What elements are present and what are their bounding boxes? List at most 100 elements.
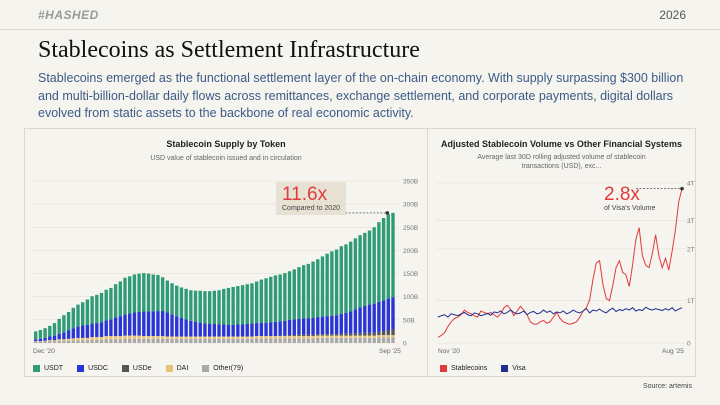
- bar-segment-usdt: [264, 278, 268, 323]
- bar-segment-other79: [245, 338, 249, 343]
- bar-segment-usdc: [287, 319, 292, 336]
- bar-segment-other79: [334, 337, 339, 343]
- bar-segment-other79: [85, 340, 90, 343]
- bar-segment-usdt: [348, 241, 353, 312]
- bar-segment-other79: [348, 337, 353, 343]
- legend-item-dai[interactable]: DAI: [165, 365, 188, 372]
- legend-item-stablecoins[interactable]: Stablecoins: [440, 365, 487, 372]
- annotation-dot: [680, 186, 684, 191]
- bar-segment-usdc: [320, 316, 325, 335]
- bar-segment-usdt: [283, 273, 287, 321]
- bar-segment-dai: [264, 336, 268, 339]
- supply-chart: 0 50B 100B 150B 200B 250B 300B 350B Dec '20 Sep '…: [31, 179, 418, 355]
- bar-segment-usdt: [175, 285, 179, 317]
- bar-segment-usdt: [43, 328, 47, 338]
- bar-segment-usdc: [372, 303, 376, 333]
- bar-segment-usdc: [301, 318, 306, 335]
- bar-segment-dai: [259, 336, 264, 339]
- legend-item-usde[interactable]: USDe: [121, 365, 152, 372]
- legend-label-stablecoins: Stablecoins: [451, 365, 488, 372]
- bar-segment-usdt: [231, 286, 235, 325]
- y-tick-label: 300B: [403, 202, 418, 209]
- bar-segment-dai: [109, 336, 113, 340]
- bar-segment-usdc: [386, 298, 390, 331]
- bar-segment-dai: [99, 336, 104, 340]
- bar-segment-usde: [353, 333, 358, 336]
- bar-segment-usdt: [151, 274, 155, 312]
- legend-item-visa[interactable]: Visa: [501, 365, 526, 372]
- legend-item-usdc[interactable]: USDC: [77, 365, 108, 372]
- bar-segment-usdc: [179, 318, 184, 337]
- bar-segment-usdc: [170, 314, 174, 337]
- bar-segment-other79: [95, 339, 99, 343]
- bar-segment-other79: [165, 338, 170, 343]
- year-label: 2026: [659, 8, 686, 22]
- bar-segment-dai: [273, 336, 278, 339]
- supply-callout: 11.6x Compared to 2020: [276, 182, 346, 215]
- bar-segment-usdt: [156, 274, 160, 312]
- bar-segment-dai: [283, 336, 287, 339]
- bar-segment-usdc: [391, 297, 395, 330]
- bar-segment-usdc: [273, 321, 278, 337]
- bar-segment-dai: [66, 338, 71, 341]
- bar-segment-usdt: [316, 259, 320, 318]
- bar-segment-usdt: [38, 330, 43, 339]
- bar-segment-usdc: [160, 311, 165, 337]
- bar-segment-dai: [353, 335, 358, 338]
- bar-segment-usdt: [76, 304, 80, 327]
- bar-segment-other79: [48, 341, 52, 343]
- bar-segment-usdc: [151, 311, 155, 337]
- legend-swatch-usdc: [77, 365, 85, 372]
- bar-segment-other79: [297, 338, 301, 343]
- bar-segment-other79: [316, 337, 320, 343]
- bar-segment-usdt: [34, 331, 38, 340]
- bar-segment-usdc: [81, 325, 85, 338]
- volume-chart-subtitle-2: transactions (USD), exc...: [521, 163, 602, 170]
- bar-segment-usdt: [377, 222, 381, 302]
- page-subtitle: Stablecoins emerged as the functional se…: [38, 71, 684, 120]
- bar-segment-usdt: [142, 273, 146, 312]
- bar-segment-dai: [297, 336, 301, 339]
- legend-item-usdt[interactable]: USDT: [33, 365, 63, 372]
- bar-segment-usdt: [198, 290, 202, 323]
- bar-segment-usdt: [184, 288, 188, 320]
- bar-segment-other79: [43, 341, 47, 343]
- bar-segment-other79: [377, 337, 381, 343]
- bar-segment-usdc: [212, 324, 217, 337]
- y-tick-label: 2T: [687, 246, 695, 253]
- bar-segment-usdt: [217, 290, 221, 325]
- legend-swatch-usde: [121, 365, 129, 372]
- bar-segment-dai: [142, 336, 146, 339]
- bar-segment-usdt: [363, 232, 367, 306]
- bar-segment-usdc: [62, 332, 66, 340]
- bar-segment-other79: [226, 338, 231, 343]
- supply-chart-title: Stablecoin Supply by Token: [166, 139, 286, 149]
- bar-segment-usdt: [146, 273, 151, 312]
- bar-segment-usdt: [57, 318, 61, 334]
- bar-segment-dai: [118, 336, 123, 340]
- y-tick-label: 0: [687, 341, 691, 348]
- bar-segment-dai: [330, 335, 334, 338]
- bar-segment-usde: [306, 334, 311, 337]
- bar-segment-usdt: [334, 249, 339, 316]
- legend-item-other[interactable]: Other(79): [202, 365, 243, 372]
- bar-segment-usdt: [48, 325, 52, 337]
- bar-segment-usdc: [118, 316, 123, 337]
- bar-segment-dai: [386, 335, 390, 338]
- bar-segment-usdc: [203, 323, 207, 337]
- bar-segment-usdc: [339, 313, 343, 334]
- bar-segment-dai: [156, 336, 160, 339]
- bar-segment-usdc: [43, 337, 47, 341]
- bar-segment-usdc: [48, 336, 52, 341]
- bar-segment-usde: [334, 334, 339, 336]
- bar-segment-usdc: [316, 317, 320, 335]
- bar-segment-other79: [66, 340, 71, 343]
- bar-segment-usdc: [226, 324, 231, 337]
- bar-segment-usdt: [123, 277, 127, 315]
- bar-segment-usdt: [179, 287, 184, 319]
- bar-segment-dai: [212, 336, 217, 339]
- bar-segment-usdc: [137, 311, 141, 336]
- bar-segment-dai: [198, 336, 202, 339]
- bar-segment-other79: [344, 337, 348, 343]
- bar-segment-usdc: [52, 335, 57, 341]
